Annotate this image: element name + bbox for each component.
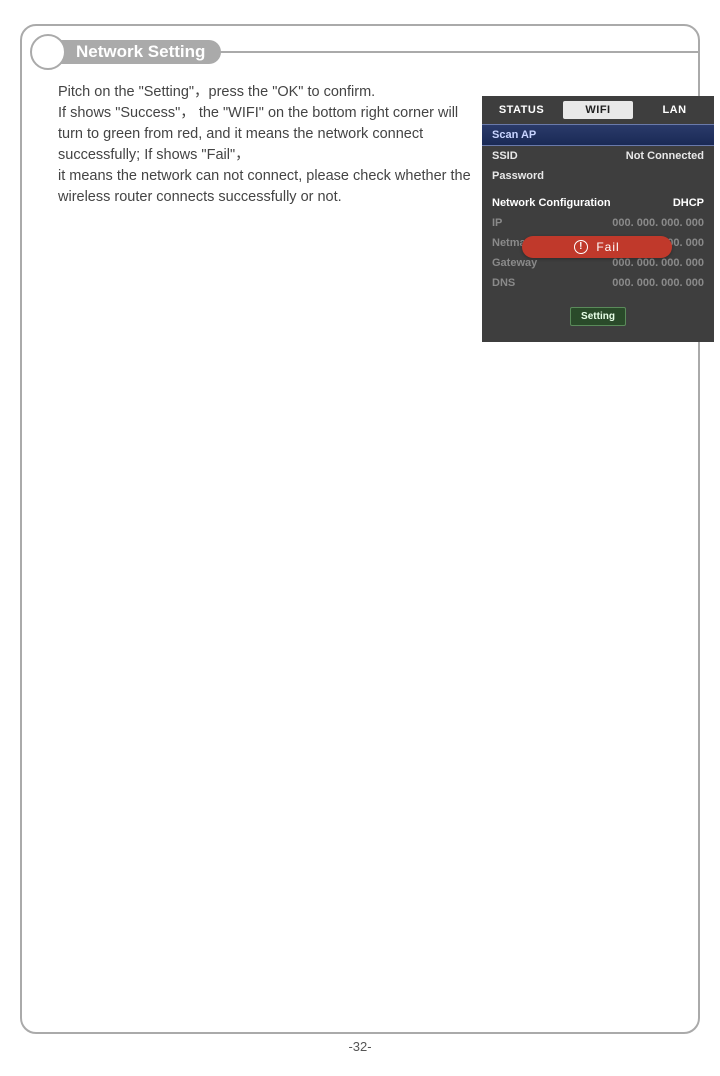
dns-value: 000. 000. 000. 000: [612, 277, 704, 289]
header-bar: Network Setting: [22, 38, 698, 66]
tab-status[interactable]: STATUS: [482, 104, 561, 116]
scan-ap-row[interactable]: Scan AP: [482, 124, 714, 146]
alert-icon: !: [574, 240, 588, 254]
instruction-text: Pitch on the "Setting"，press the "OK" to…: [58, 82, 472, 208]
net-config-value: DHCP: [673, 197, 704, 209]
page-title: Network Setting: [48, 40, 221, 64]
net-config-label: Network Configuration: [492, 197, 611, 209]
ip-label: IP: [492, 217, 502, 229]
gateway-value: 000. 000. 000. 000: [612, 257, 704, 269]
header-circle-icon: [30, 34, 66, 70]
ssid-row: SSID Not Connected: [482, 146, 714, 166]
fail-toast-text: Fail: [596, 240, 619, 254]
ssid-label: SSID: [492, 150, 518, 162]
tab-wifi[interactable]: WIFI: [563, 101, 633, 119]
setting-button-wrap: Setting: [482, 307, 714, 326]
password-row: Password: [482, 166, 714, 186]
password-label: Password: [492, 170, 544, 182]
dns-row: DNS 000. 000. 000. 000: [482, 273, 714, 293]
network-panel: STATUS WIFI LAN Scan AP SSID Not Connect…: [482, 96, 714, 342]
tab-row: STATUS WIFI LAN: [482, 96, 714, 124]
page-frame: Network Setting Pitch on the "Setting"，p…: [20, 24, 700, 1034]
net-config-row: Network Configuration DHCP: [482, 192, 714, 213]
setting-button[interactable]: Setting: [570, 307, 626, 326]
ip-value: 000. 000. 000. 000: [612, 217, 704, 229]
gateway-label: Gateway: [492, 257, 537, 269]
page-number: -32-: [0, 1039, 720, 1054]
ip-row: IP 000. 000. 000. 000: [482, 213, 714, 233]
ssid-value: Not Connected: [626, 150, 704, 162]
tab-lan[interactable]: LAN: [635, 104, 714, 116]
fail-toast: ! Fail: [522, 236, 672, 258]
dns-label: DNS: [492, 277, 515, 289]
